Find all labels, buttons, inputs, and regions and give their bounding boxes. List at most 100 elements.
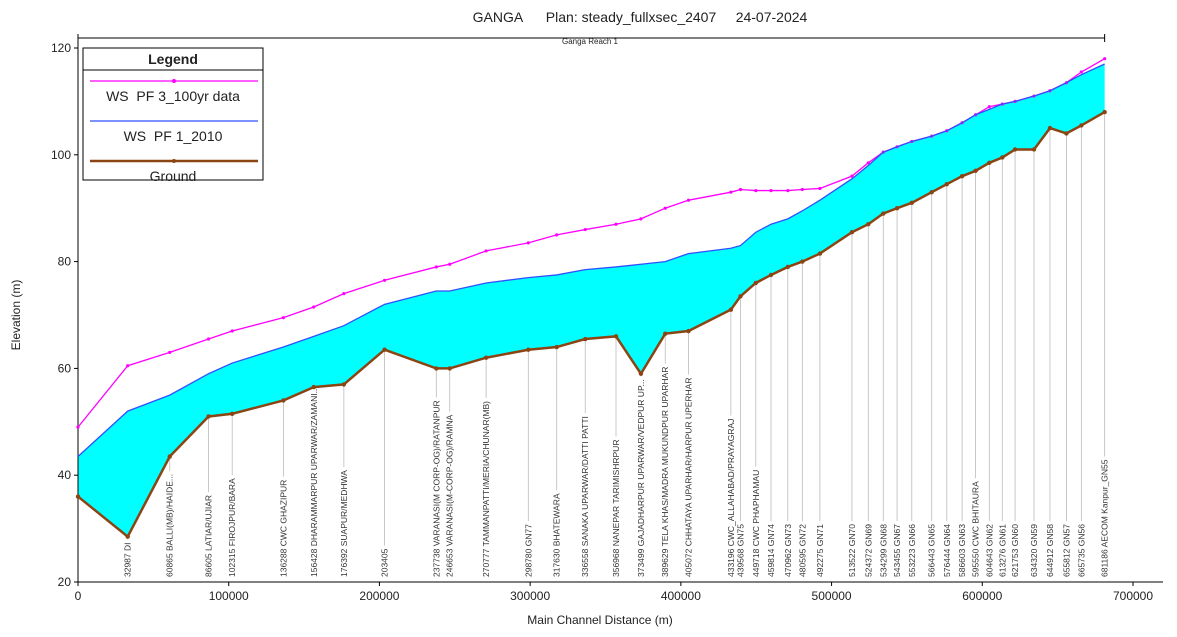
series-point: [75, 494, 81, 499]
series-point: [729, 190, 733, 194]
station-label: 553223 GN66: [907, 524, 917, 577]
x-tick-label: 0: [75, 589, 82, 603]
series-point: [800, 259, 805, 264]
station-label: 524372 GN69: [863, 524, 873, 577]
series-point: [1103, 57, 1107, 61]
series-point: [1000, 155, 1005, 160]
y-tick-label: 60: [58, 361, 72, 375]
station-label: 136288 CWC GHAZIPUR: [278, 480, 288, 577]
series-point: [583, 227, 587, 232]
station-label: 246653 VARANASI(M-CORP-OG)/RAMNA: [445, 414, 455, 577]
series-point: [311, 384, 316, 390]
series-point: [849, 230, 855, 235]
station-label: 156428 DHARAMMARPUR UPARWAR/ZAMANI...: [309, 386, 319, 577]
station-label: 336558 SANAKA UPARWAR/DATTI PATTI: [580, 416, 590, 577]
x-tick-label: 100000: [209, 589, 249, 603]
station-label: 270777 TAMMANPATTI/MERIA/CHUNAR(MB): [481, 401, 491, 577]
series-point: [817, 251, 823, 256]
station-label: 102315 FIROJPUR/BARA: [227, 478, 237, 577]
station-label: 405072 CHHATAYA UPARHAR/HARPUR UPERHAR: [684, 378, 694, 578]
series-point: [866, 161, 870, 165]
series-point: [866, 222, 871, 227]
legend: Legend WS PF 3_100yr data WS PF 1_2010 Grou…: [82, 47, 264, 184]
station-label: 513522 GN70: [847, 524, 857, 577]
series-point: [818, 186, 822, 191]
series-point: [800, 187, 804, 192]
series-point: [1012, 147, 1018, 152]
series-point: [76, 425, 80, 429]
chart-title: GANGA Plan: steady_fullxsec_2407 24-07-2…: [473, 9, 808, 25]
station-label: 655812 GN57: [1061, 524, 1071, 577]
station-label: 176392 SUAPUR/MEDHWA: [339, 470, 349, 577]
reach-label: Ganga Reach 1: [562, 37, 619, 46]
station-label: 373499 GAJADHARPUR UPARWAR/VEDPUR UP...: [636, 379, 646, 577]
series-point: [785, 264, 791, 270]
station-label: 480595 GN72: [797, 524, 807, 577]
series-point: [909, 200, 914, 206]
series-point: [686, 198, 691, 202]
x-tick-label: 700000: [1113, 589, 1153, 603]
series-point: [728, 307, 734, 312]
legend-marker: [172, 79, 176, 83]
series-point: [281, 398, 286, 403]
station-label: 237738 VARANASI(M CORP-OG)/RATANPUR: [431, 400, 441, 577]
series-point: [483, 355, 489, 360]
series-point: [230, 411, 235, 416]
series-point: [639, 217, 643, 221]
series-point: [1031, 147, 1037, 152]
series-point: [686, 328, 691, 334]
series-point: [382, 347, 387, 352]
station-label: 595550 CWC BHITAURA: [971, 481, 981, 577]
series-point: [613, 334, 619, 339]
series-point: [738, 294, 743, 299]
series-point: [638, 371, 644, 376]
series-point: [281, 316, 286, 320]
series-point: [168, 350, 172, 354]
series-point: [929, 189, 934, 195]
series-point: [382, 278, 387, 282]
y-tick-label: 20: [58, 575, 72, 589]
series-point: [447, 366, 452, 371]
station-label: 389629 TELA KHAS/MADRA MUKUNDPUR UPARHAR: [660, 367, 670, 577]
series-point: [769, 188, 773, 193]
series-point: [434, 265, 438, 269]
station-label: 681186 AECOM Kanpur_GN55: [1100, 459, 1110, 577]
series-line: [77, 63, 1105, 457]
x-tick-label: 500000: [812, 589, 852, 603]
legend-marker: [172, 159, 176, 163]
series-point: [125, 534, 130, 539]
station-label: 298780 GN77: [523, 524, 533, 577]
series-point: [894, 206, 900, 211]
series-point: [1064, 131, 1069, 136]
series-point: [753, 280, 758, 286]
series-point: [342, 292, 346, 296]
station-label: 86605 LATIAR/UJIAR: [204, 495, 214, 577]
x-tick-label: 600000: [962, 589, 1002, 603]
y-tick-label: 120: [51, 41, 71, 55]
series-point: [944, 181, 949, 187]
station-label: 543455 GN67: [892, 524, 902, 577]
station-label: 576444 GN64: [942, 524, 952, 577]
series-point: [526, 347, 531, 352]
series-point: [987, 160, 992, 166]
station-label: 665735 GN56: [1076, 524, 1086, 577]
station-label: 534299 GN68: [878, 524, 888, 577]
legend-title: Legend: [148, 51, 198, 67]
series-point: [1047, 125, 1053, 131]
station-label: 60865 BALLI(MB)/HAIDE...: [165, 474, 175, 577]
series-point: [959, 173, 965, 179]
series-point: [786, 188, 790, 193]
series-point: [448, 262, 452, 266]
x-tick-label: 400000: [661, 589, 701, 603]
series-point: [484, 249, 488, 253]
series-point: [1102, 109, 1107, 115]
x-axis-label: Main Channel Distance (m): [527, 613, 672, 627]
series-point: [754, 188, 758, 193]
series-point: [973, 168, 978, 174]
series-point: [341, 382, 347, 387]
series-point: [663, 331, 668, 336]
series-point: [738, 187, 743, 192]
legend-label: WS PF 3_100yr data: [106, 88, 240, 104]
series-point: [555, 233, 559, 237]
